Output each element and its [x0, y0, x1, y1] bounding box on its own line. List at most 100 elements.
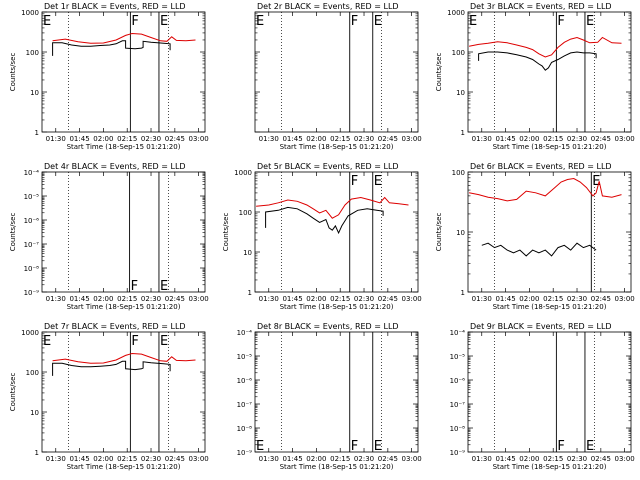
x-tick-label: 02:30 — [354, 135, 374, 143]
y-tick-label: 1 — [35, 129, 39, 137]
panel-title: Det 1r BLACK = Events, RED = LLD — [44, 2, 186, 11]
marker-label: E — [374, 439, 382, 454]
x-tick-label: 03:00 — [402, 135, 422, 143]
series-lld-line — [52, 352, 196, 364]
marker-label: E — [160, 334, 168, 349]
x-tick-label: 02:15 — [330, 295, 350, 303]
panel-det-3: Det 3r BLACK = Events, RED = LLD E F E 1 10 10… — [435, 2, 635, 151]
y-tick-label: 10 — [30, 409, 39, 417]
x-tick-label: 02:15 — [543, 295, 563, 303]
x-tick-label: 02:30 — [141, 295, 161, 303]
y-axis-label: Counts/sec — [9, 53, 17, 92]
x-tick-label: 01:30 — [259, 455, 279, 463]
x-tick-label: 01:30 — [46, 295, 66, 303]
y-axis-label: Counts/sec — [9, 213, 17, 252]
y-tick-label: 10⁻⁴ — [237, 329, 253, 337]
x-tick-label: 02:45 — [591, 455, 611, 463]
panel-title: Det 4r BLACK = Events, RED = LLD — [44, 162, 186, 171]
marker-label: F — [131, 334, 138, 349]
x-tick-label: 02:45 — [591, 295, 611, 303]
x-tick-label: 02:00 — [306, 295, 326, 303]
x-tick-label: 02:15 — [330, 135, 350, 143]
y-tick-label: 10⁻⁵ — [24, 193, 40, 201]
plot-frame — [254, 171, 419, 293]
x-tick-label: 02:15 — [543, 455, 563, 463]
x-tick-label: 02:45 — [378, 135, 398, 143]
x-tick-label: 01:30 — [259, 135, 279, 143]
panel-det-7: Det 7r BLACK = Events, RED = LLD E F E 1 10 10… — [9, 322, 209, 471]
plot-frame — [254, 11, 419, 133]
x-tick-label: 02:30 — [354, 295, 374, 303]
y-tick-label: 1 — [461, 129, 465, 137]
y-tick-label: 10⁻⁷ — [24, 241, 40, 249]
x-axis-label: Start Time (18-Sep-15 01:21:20) — [67, 143, 181, 151]
y-tick-label: 1000 — [234, 169, 252, 177]
panel-det-5: Det 5r BLACK = Events, RED = LLD F E 1 10 100… — [222, 162, 422, 311]
x-tick-label: 03:00 — [402, 455, 422, 463]
x-axis-label: Start Time (18-Sep-15 01:21:20) — [280, 303, 394, 311]
series-events-line — [265, 206, 384, 235]
y-tick-label: 100 — [452, 169, 465, 177]
x-tick-label: 02:00 — [306, 135, 326, 143]
y-axis-label: Counts/sec — [222, 213, 230, 252]
panel-det-1: Det 1r BLACK = Events, RED = LLD E F E 1 10 10… — [9, 2, 209, 151]
x-tick-label: 01:45 — [282, 295, 302, 303]
plot-frame — [41, 331, 206, 453]
y-tick-label: 100 — [26, 49, 39, 57]
x-tick-label: 02:30 — [567, 295, 587, 303]
panel-title: Det 2r BLACK = Events, RED = LLD — [257, 2, 399, 11]
y-tick-label: 10⁻⁷ — [450, 401, 466, 409]
y-tick-label: 10⁻⁴ — [24, 169, 40, 177]
marker-label: F — [557, 439, 564, 454]
panel-det-9: Det 9r BLACK = Events, RED = LLD F E 10⁻⁹ 10… — [450, 322, 635, 471]
x-tick-label: 03:00 — [615, 295, 635, 303]
y-axis-label: Counts/sec — [435, 213, 443, 252]
x-tick-label: 01:30 — [46, 135, 66, 143]
y-tick-label: 10⁻⁹ — [237, 449, 253, 457]
marker-label: E — [256, 14, 264, 29]
x-tick-label: 02:45 — [378, 455, 398, 463]
series-lld-line — [256, 196, 409, 219]
y-tick-label: 10⁻⁸ — [237, 425, 253, 433]
marker-label: F — [131, 279, 138, 294]
plot-frame — [467, 11, 632, 133]
marker-label: E — [43, 334, 51, 349]
y-tick-label: 100 — [452, 49, 465, 57]
x-tick-label: 02:15 — [117, 135, 137, 143]
x-tick-label: 02:00 — [93, 455, 113, 463]
panel-title: Det 8r BLACK = Events, RED = LLD — [257, 322, 399, 331]
series-lld-line — [469, 36, 622, 58]
panel-title: Det 9r BLACK = Events, RED = LLD — [470, 322, 612, 331]
x-axis-label: Start Time (18-Sep-15 01:21:20) — [67, 303, 181, 311]
plot-frame — [467, 331, 632, 453]
y-tick-label: 10 — [30, 89, 39, 97]
marker-label: F — [351, 439, 358, 454]
y-tick-label: 10⁻⁷ — [237, 401, 253, 409]
marker-label: E — [374, 174, 382, 189]
y-tick-label: 10⁻⁶ — [450, 377, 466, 385]
x-tick-label: 02:45 — [378, 295, 398, 303]
x-tick-label: 02:00 — [93, 295, 113, 303]
y-tick-label: 10⁻⁶ — [237, 377, 253, 385]
x-tick-label: 02:00 — [306, 455, 326, 463]
plot-frame — [467, 171, 632, 293]
x-axis-label: Start Time (18-Sep-15 01:21:20) — [493, 303, 607, 311]
x-tick-label: 02:30 — [567, 135, 587, 143]
x-axis-label: Start Time (18-Sep-15 01:21:20) — [280, 143, 394, 151]
x-axis-label: Start Time (18-Sep-15 01:21:20) — [493, 463, 607, 471]
x-tick-label: 03:00 — [402, 295, 422, 303]
y-tick-label: 10⁻⁵ — [237, 353, 253, 361]
x-tick-label: 03:00 — [189, 135, 209, 143]
marker-label: F — [351, 14, 358, 29]
x-tick-label: 01:45 — [282, 455, 302, 463]
x-tick-label: 02:45 — [165, 135, 185, 143]
x-tick-label: 02:30 — [141, 455, 161, 463]
series-events-line — [478, 51, 597, 71]
marker-label: E — [586, 439, 594, 454]
y-tick-label: 10⁻⁹ — [450, 449, 466, 457]
x-tick-label: 02:00 — [93, 135, 113, 143]
x-tick-label: 02:15 — [543, 135, 563, 143]
y-tick-label: 10⁻⁶ — [24, 217, 40, 225]
